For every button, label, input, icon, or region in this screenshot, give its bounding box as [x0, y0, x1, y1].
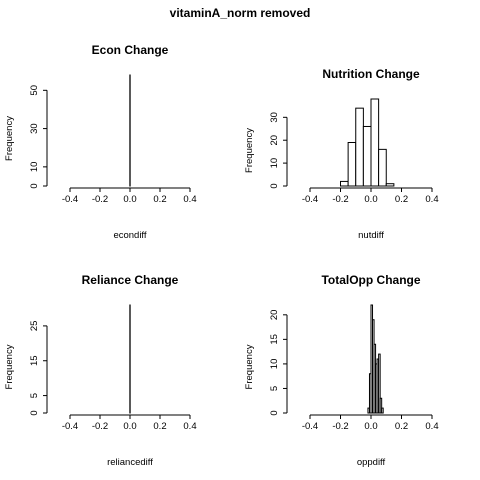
x-axis-label: econdiff — [113, 230, 146, 241]
y-tick-label: 15 — [29, 355, 40, 366]
x-tick-label: -0.2 — [332, 421, 348, 432]
y-axis-label: Frequency — [244, 344, 255, 389]
histogram-panels: Econ Change -0.4 -0.2 0.0 0.2 0.4 econdiff 0 10 3… — [4, 43, 439, 468]
x-tick-label: 0.4 — [183, 421, 196, 432]
y-tick-label: 0 — [269, 183, 280, 188]
x-axis-label: nutdiff — [358, 230, 384, 241]
x-tick-label: -0.2 — [92, 194, 108, 205]
histogram-bar — [379, 397, 383, 414]
x-tick-label: 0.0 — [364, 194, 377, 205]
y-tick-label: 0 — [29, 410, 40, 415]
x-tick-label: -0.4 — [302, 194, 318, 205]
x-tick-label: 0.2 — [395, 194, 408, 205]
panel-title: Reliance Change — [82, 273, 179, 287]
x-tick-label: 0.4 — [183, 194, 196, 205]
y-axis-label: Frequency — [244, 128, 255, 173]
x-axis-label: oppdiff — [357, 457, 386, 468]
y-tick-label: 25 — [29, 321, 40, 332]
histogram-panel: Nutrition Change -0.4 -0.2 0.0 0.2 0.4 nutdiff… — [244, 67, 439, 241]
histogram-bar — [378, 353, 381, 414]
histogram-panel: TotalOpp Change -0.4 -0.2 0.0 0.2 0.4 oppdiff 0… — [244, 273, 439, 468]
histogram-panel: Econ Change -0.4 -0.2 0.0 0.2 0.4 econdiff 0 10 3… — [4, 43, 197, 241]
histogram-bar — [381, 407, 384, 414]
x-tick-label: 0.2 — [153, 421, 166, 432]
y-tick-label: 0 — [269, 410, 280, 415]
histogram-bar — [347, 142, 357, 187]
panel-title: Econ Change — [92, 43, 169, 57]
x-tick-label: -0.4 — [62, 194, 78, 205]
histogram-bar — [340, 180, 349, 187]
x-tick-label: 0.0 — [123, 194, 136, 205]
y-tick-label: 30 — [269, 112, 280, 123]
x-tick-label: 0.0 — [364, 421, 377, 432]
y-axis-label: Frequency — [4, 344, 15, 389]
y-tick-label: 0 — [29, 183, 40, 188]
x-tick-label: 0.4 — [425, 421, 438, 432]
panel-title: Nutrition Change — [322, 67, 420, 81]
histogram-bar — [378, 148, 387, 187]
figure-title: vitaminA_norm removed — [170, 6, 311, 20]
y-tick-label: 5 — [29, 393, 40, 398]
x-tick-label: 0.2 — [395, 421, 408, 432]
x-tick-label: -0.2 — [92, 421, 108, 432]
y-tick-label: 20 — [269, 135, 280, 146]
x-tick-label: 0.2 — [153, 194, 166, 205]
histogram-bar — [370, 98, 380, 187]
histogram-panel: Reliance Change -0.4 -0.2 0.0 0.2 0.4 reliance… — [4, 273, 197, 468]
y-axis-label: Frequency — [4, 116, 15, 161]
y-tick-label: 15 — [269, 334, 280, 345]
x-tick-label: -0.4 — [62, 421, 78, 432]
x-tick-label: -0.4 — [302, 421, 318, 432]
y-tick-label: 30 — [29, 123, 40, 134]
y-tick-label: 10 — [269, 158, 280, 169]
x-tick-label: 0.4 — [425, 194, 438, 205]
y-tick-label: 5 — [269, 386, 280, 391]
y-tick-label: 50 — [29, 85, 40, 96]
x-tick-label: 0.0 — [123, 421, 136, 432]
histogram-bar — [385, 183, 395, 187]
x-tick-label: -0.2 — [332, 194, 348, 205]
histogram-bar — [355, 107, 364, 187]
x-axis-label: reliancediff — [107, 457, 153, 468]
y-tick-label: 20 — [269, 310, 280, 321]
y-tick-label: 10 — [29, 162, 40, 173]
histogram-bar — [362, 125, 372, 187]
panel-title: TotalOpp Change — [321, 273, 420, 287]
y-tick-label: 10 — [269, 359, 280, 370]
